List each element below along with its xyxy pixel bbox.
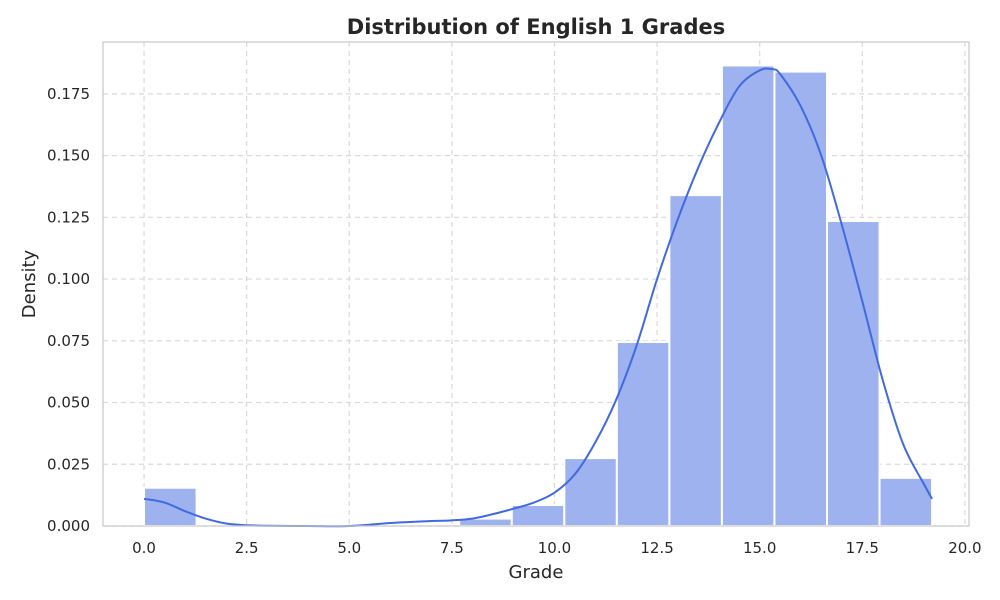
chart-title: Distribution of English 1 Grades bbox=[347, 15, 725, 39]
histogram-bar bbox=[143, 486, 198, 527]
histogram-bar bbox=[825, 220, 881, 527]
y-tick-label: 0.175 bbox=[47, 85, 90, 103]
y-tick-label: 0.100 bbox=[47, 270, 90, 288]
x-axis-label: Grade bbox=[509, 562, 564, 583]
y-tick-label: 0.000 bbox=[47, 517, 90, 535]
histogram-bar bbox=[668, 194, 723, 527]
histogram-bar bbox=[615, 341, 671, 527]
x-tick-label: 5.0 bbox=[337, 539, 361, 557]
histogram-bar bbox=[878, 476, 934, 527]
histogram-bars bbox=[143, 64, 934, 528]
x-tick-label: 17.5 bbox=[846, 539, 879, 557]
y-tick-label: 0.075 bbox=[47, 332, 90, 350]
x-tick-label: 15.0 bbox=[743, 539, 776, 557]
x-tick-label: 2.5 bbox=[235, 539, 259, 557]
y-axis-label: Density bbox=[19, 249, 40, 318]
y-ticks: 0.000 0.025 0.050 0.075 0.100 0.125 0.150 0.175 bbox=[47, 85, 90, 535]
plot-frame bbox=[102, 41, 970, 527]
y-tick-label: 0.025 bbox=[47, 455, 90, 473]
y-tick-label: 0.125 bbox=[47, 208, 90, 226]
x-tick-label: 0.0 bbox=[132, 539, 156, 557]
histogram-bar bbox=[773, 70, 828, 527]
x-tick-label: 10.0 bbox=[538, 539, 571, 557]
histogram-bar bbox=[563, 457, 618, 527]
x-tick-label: 20.0 bbox=[948, 539, 981, 557]
histogram-bar bbox=[510, 504, 566, 527]
grid bbox=[103, 42, 969, 527]
x-tick-label: 12.5 bbox=[640, 539, 673, 557]
y-tick-label: 0.050 bbox=[47, 394, 90, 412]
x-ticks: 0.0 2.5 5.0 7.5 10.0 12.5 15.0 17.5 20.0 bbox=[132, 539, 981, 557]
y-tick-label: 0.150 bbox=[47, 147, 90, 165]
x-tick-label: 7.5 bbox=[440, 539, 464, 557]
histogram-bar bbox=[720, 64, 776, 527]
